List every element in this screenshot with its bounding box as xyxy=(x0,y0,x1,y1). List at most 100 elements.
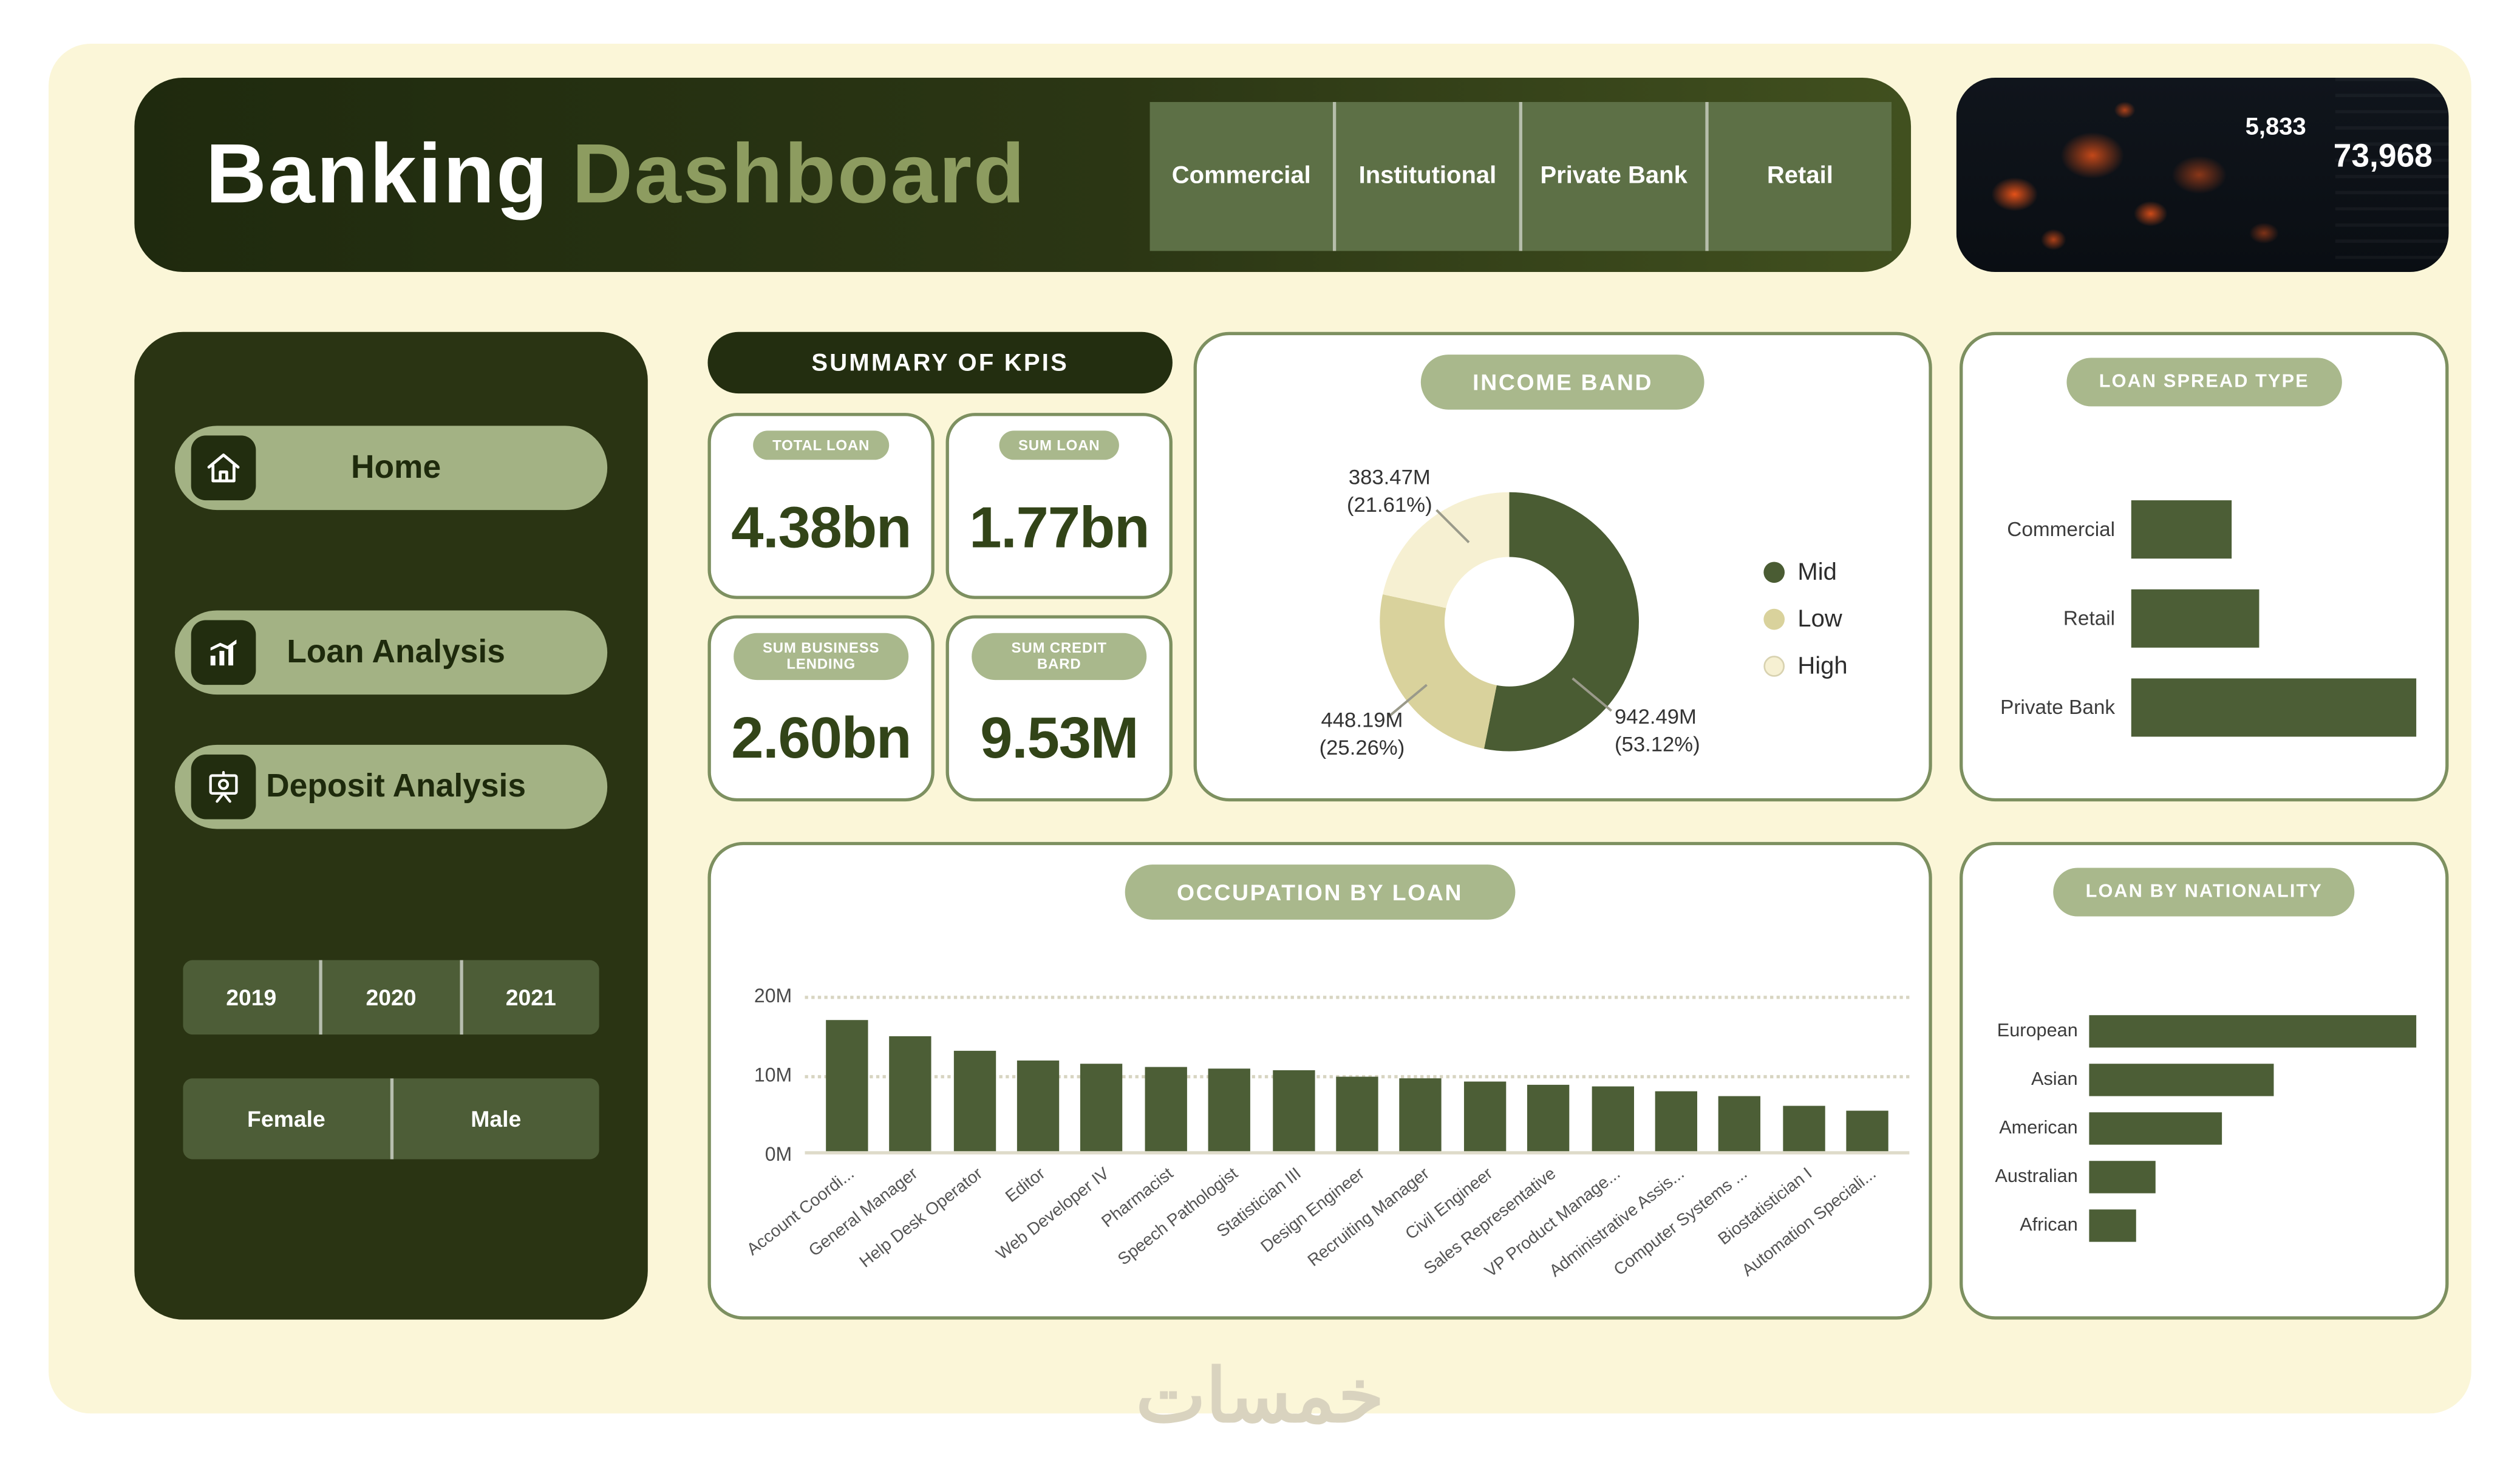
hbar-track xyxy=(2131,678,2417,737)
bar-biostatistician-i[interactable] xyxy=(1782,1106,1825,1152)
bar-pharmacist[interactable] xyxy=(1144,1067,1187,1152)
hbar-row-african: African xyxy=(1982,1208,2416,1244)
legend-item-mid[interactable]: Mid xyxy=(1763,559,1847,586)
bar-commercial[interactable] xyxy=(2131,500,2232,559)
bar-design-engineer[interactable] xyxy=(1336,1076,1378,1152)
hbar-label: American xyxy=(1999,1118,2078,1138)
bar-web-developer-iv[interactable] xyxy=(1080,1064,1123,1152)
income-band-card: INCOME BAND 942.49M (53.12%) 448.19M (25.26… xyxy=(1193,331,1932,802)
year-button-2020[interactable]: 2020 xyxy=(319,960,460,1035)
bar-private-bank[interactable] xyxy=(2131,678,2417,737)
tab-retail[interactable]: Retail xyxy=(1705,102,1892,251)
kpi-card-total-loan: TOTAL LOAN 4.38bn xyxy=(707,413,935,599)
bar-sales-representative[interactable] xyxy=(1527,1084,1570,1152)
header-tabs: Commercial Institutional Private Bank Retai… xyxy=(1149,102,1892,251)
gender-button-male[interactable]: Male xyxy=(389,1078,599,1160)
legend-dot-mid xyxy=(1763,562,1785,583)
loan-spread-card: LOAN SPREAD TYPE Commercial Retail Private… xyxy=(1960,331,2449,802)
bar-vp-product-manage[interactable] xyxy=(1591,1085,1633,1152)
sidebar-item-label: Home xyxy=(350,449,441,485)
header: Banking Dashboard Commercial Institutiona… xyxy=(134,78,1912,273)
bar-column-pharmacist: Pharmacist xyxy=(1098,999,1197,1232)
gender-button-female[interactable]: Female xyxy=(183,1078,390,1160)
bar-retail[interactable] xyxy=(2131,589,2259,648)
bar-column-sales-representative: Sales Representative xyxy=(1421,999,1581,1279)
tab-commercial[interactable]: Commercial xyxy=(1149,102,1333,251)
xlabel: Account Coordi... xyxy=(743,1164,859,1260)
bar-african[interactable] xyxy=(2089,1209,2136,1242)
bar-column-web-developer-iv: Web Developer IV xyxy=(993,999,1134,1264)
hbar-track xyxy=(2089,1112,2416,1145)
bar-column-vp-product-manage: VP Product Manage... xyxy=(1482,999,1644,1282)
bar-civil-engineer[interactable] xyxy=(1463,1081,1506,1152)
hbar-label: Commercial xyxy=(2007,518,2116,541)
bar-australian[interactable] xyxy=(2089,1161,2156,1194)
bar-column-statistician-iii: Statistician III xyxy=(1213,999,1325,1241)
hbar-row-commercial: Commercial xyxy=(1989,498,2416,560)
nationality-title: LOAN BY NATIONALITY xyxy=(2053,868,2355,917)
bar-speech-pathologist[interactable] xyxy=(1208,1068,1251,1152)
bar-asian[interactable] xyxy=(2089,1064,2275,1096)
kpi-grid: TOTAL LOAN 4.38bn SUM LOAN 1.77bn SUM BUSINE… xyxy=(707,413,1173,802)
hbar-label: African xyxy=(2020,1215,2078,1235)
occupation-title: OCCUPATION BY LOAN xyxy=(1125,864,1515,920)
year-filter-group: 2019 2020 2021 xyxy=(183,960,599,1035)
bar-recruiting-manager[interactable] xyxy=(1400,1078,1442,1152)
hbar-row-american: American xyxy=(1982,1111,2416,1147)
legend-item-low[interactable]: Low xyxy=(1763,605,1847,633)
bar-column-editor: Editor xyxy=(1003,999,1070,1207)
hbar-row-australian: Australian xyxy=(1982,1160,2416,1195)
hbar-label: Asian xyxy=(2031,1070,2078,1090)
kpi-label: SUM LOAN xyxy=(998,430,1120,461)
hbar-track xyxy=(2089,1161,2416,1194)
year-button-2021[interactable]: 2021 xyxy=(459,960,599,1035)
gender-filter-group: Female Male xyxy=(183,1078,599,1160)
kpi-value: 9.53M xyxy=(980,705,1139,772)
kpi-card-sum-credit-bard: SUM CREDIT BARD 9.53M xyxy=(945,615,1173,802)
hbar-row-european: European xyxy=(1982,1014,2417,1050)
bar-administrative-assis[interactable] xyxy=(1655,1092,1697,1152)
kpi-card-sum-business-lending: SUM BUSINESS LENDING 2.60bn xyxy=(707,615,935,802)
sidebar-item-deposit-analysis[interactable]: Deposit Analysis xyxy=(175,744,608,829)
bar-statistician-iii[interactable] xyxy=(1272,1070,1315,1152)
bar-european[interactable] xyxy=(2089,1015,2417,1048)
sidebar-item-label: Loan Analysis xyxy=(287,634,505,670)
nationality-bars: European Asian American Australian African xyxy=(1982,1014,2417,1244)
sidebar-item-home[interactable]: Home xyxy=(175,426,608,511)
donut-value-label-high: 383.47M (21.61%) xyxy=(1346,464,1432,517)
bar-column-computer-systems: Computer Systems ... xyxy=(1611,999,1772,1280)
bar-american[interactable] xyxy=(2089,1112,2222,1145)
occupation-plot-area: Account Coordi... General Manager Help Des… xyxy=(744,996,1910,1282)
bar-account-coordi[interactable] xyxy=(825,1019,868,1152)
bar-column-design-engineer: Design Engineer xyxy=(1258,999,1389,1257)
nationality-card: LOAN BY NATIONALITY European Asian America… xyxy=(1960,841,2449,1320)
xlabel: Web Developer IV xyxy=(993,1164,1114,1265)
hbar-track xyxy=(2089,1064,2416,1096)
legend-item-high[interactable]: High xyxy=(1763,653,1848,680)
hbar-label: European xyxy=(1997,1021,2078,1041)
bar-help-desk-operator[interactable] xyxy=(953,1051,995,1152)
xlabel: Recruiting Manager xyxy=(1304,1164,1433,1271)
bar-general-manager[interactable] xyxy=(889,1036,931,1152)
xlabel: Help Desk Operator xyxy=(856,1164,986,1272)
bar-automation-speciali[interactable] xyxy=(1846,1110,1889,1152)
banner-stat-1: 5,833 xyxy=(2245,113,2306,141)
sidebar: Home Loan Analysis Deposit Analysis 2019 20… xyxy=(134,331,648,1320)
bar-column-administrative-assis: Administrative Assis... xyxy=(1546,999,1708,1281)
ytick-0m: 0M xyxy=(765,1143,792,1166)
bar-column-biostatistician-i: Biostatistician I xyxy=(1714,999,1836,1249)
sidebar-item-label: Deposit Analysis xyxy=(266,768,526,804)
bar-editor[interactable] xyxy=(1017,1059,1060,1152)
loan-spread-bars: Commercial Retail Private Bank xyxy=(1989,498,2417,738)
bar-computer-systems[interactable] xyxy=(1718,1095,1762,1152)
tab-institutional[interactable]: Institutional xyxy=(1332,102,1519,251)
donut-hole xyxy=(1444,557,1575,687)
occupation-bars: Account Coordi... General Manager Help Des… xyxy=(744,999,1909,1282)
donut-value-label-low: 448.19M (25.26%) xyxy=(1319,707,1405,759)
kpi-label: TOTAL LOAN xyxy=(753,430,890,461)
kpi-section-title: SUMMARY OF KPIS xyxy=(707,331,1173,394)
year-button-2019[interactable]: 2019 xyxy=(183,960,320,1035)
tab-private-bank[interactable]: Private Bank xyxy=(1519,102,1706,251)
sidebar-item-loan-analysis[interactable]: Loan Analysis xyxy=(175,610,608,695)
occupation-card: OCCUPATION BY LOAN 20M 10M 0M Account Co… xyxy=(707,841,1932,1320)
